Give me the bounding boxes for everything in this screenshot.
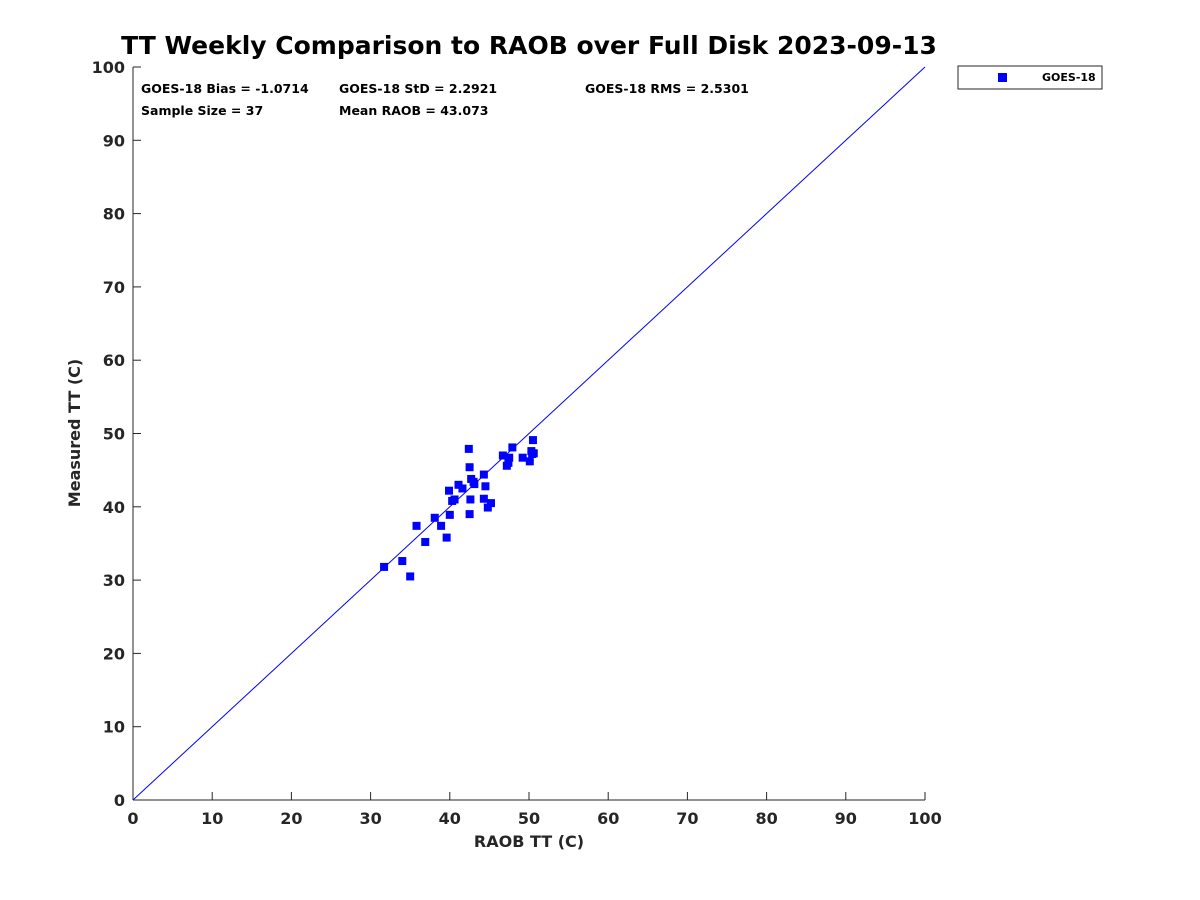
data-point <box>498 451 507 460</box>
x-tick-label: 80 <box>755 809 777 828</box>
x-tick-label: 100 <box>908 809 941 828</box>
data-point <box>525 457 534 466</box>
data-point <box>380 562 389 571</box>
x-tick-label: 20 <box>280 809 302 828</box>
plot-area: 0 10 20 30 40 50 60 70 80 90 100 0 10 20 30 40 50 60 70 80… <box>92 58 942 828</box>
x-tick-label: 30 <box>359 809 381 828</box>
y-tick-label: 20 <box>103 644 125 663</box>
y-tick-label: 10 <box>103 718 125 737</box>
legend-box <box>957 65 1103 90</box>
data-point <box>445 510 454 519</box>
y-tick-label: 70 <box>103 278 125 297</box>
y-tick-label: 90 <box>103 131 125 150</box>
stat-rms: GOES-18 RMS = 2.5301 <box>585 81 749 96</box>
data-point <box>442 533 451 542</box>
legend: GOES-18 <box>957 65 1103 90</box>
data-point <box>479 470 488 479</box>
data-point <box>528 436 537 445</box>
data-point <box>481 482 490 491</box>
y-tick-label: 30 <box>103 571 125 590</box>
data-point <box>483 503 492 512</box>
data-point <box>412 521 421 530</box>
x-tick-label: 70 <box>676 809 698 828</box>
data-point <box>466 495 475 504</box>
data-point <box>479 494 488 503</box>
x-axis-label: RAOB TT (C) <box>474 832 584 851</box>
data-point <box>445 486 454 495</box>
y-axis-ticks: 0 10 20 30 40 50 60 70 80 90 100 <box>92 58 141 810</box>
data-point <box>505 453 514 462</box>
data-point <box>450 495 459 504</box>
y-tick-label: 0 <box>114 791 125 810</box>
data-point <box>470 480 479 489</box>
legend-label-goes-18: GOES-18 <box>1042 71 1096 84</box>
data-point <box>464 444 473 453</box>
data-point <box>406 572 415 581</box>
x-tick-label: 60 <box>597 809 619 828</box>
data-point <box>518 453 527 462</box>
x-tick-label: 0 <box>127 809 138 828</box>
data-point <box>465 463 474 472</box>
series-goes-18-points <box>380 436 538 581</box>
x-tick-label: 10 <box>201 809 223 828</box>
y-tick-label: 80 <box>103 205 125 224</box>
data-point <box>465 510 474 519</box>
y-tick-label: 100 <box>92 58 125 77</box>
data-point <box>529 449 538 458</box>
y-tick-label: 40 <box>103 498 125 517</box>
data-point <box>508 443 517 452</box>
stat-bias: GOES-18 Bias = -1.0714 <box>141 81 309 96</box>
data-point <box>486 499 495 508</box>
stat-std: GOES-18 StD = 2.2921 <box>339 81 497 96</box>
data-point <box>437 521 446 530</box>
x-tick-label: 90 <box>835 809 857 828</box>
y-tick-label: 60 <box>103 351 125 370</box>
data-point <box>421 537 430 546</box>
stat-mean-raob: Mean RAOB = 43.073 <box>339 103 488 118</box>
x-tick-label: 40 <box>439 809 461 828</box>
x-axis-ticks: 0 10 20 30 40 50 60 70 80 90 100 <box>127 792 942 828</box>
y-tick-label: 50 <box>103 425 125 444</box>
data-point <box>398 557 407 566</box>
data-point <box>458 484 467 493</box>
chart-title: TT Weekly Comparison to RAOB over Full D… <box>121 31 937 60</box>
x-tick-label: 50 <box>518 809 540 828</box>
data-point <box>504 458 513 467</box>
data-point <box>430 513 439 522</box>
y-axis-label: Measured TT (C) <box>65 359 84 507</box>
legend-marker-square-icon <box>998 73 1007 82</box>
stat-sample-size: Sample Size = 37 <box>141 103 263 118</box>
one-to-one-reference-line <box>132 66 926 801</box>
